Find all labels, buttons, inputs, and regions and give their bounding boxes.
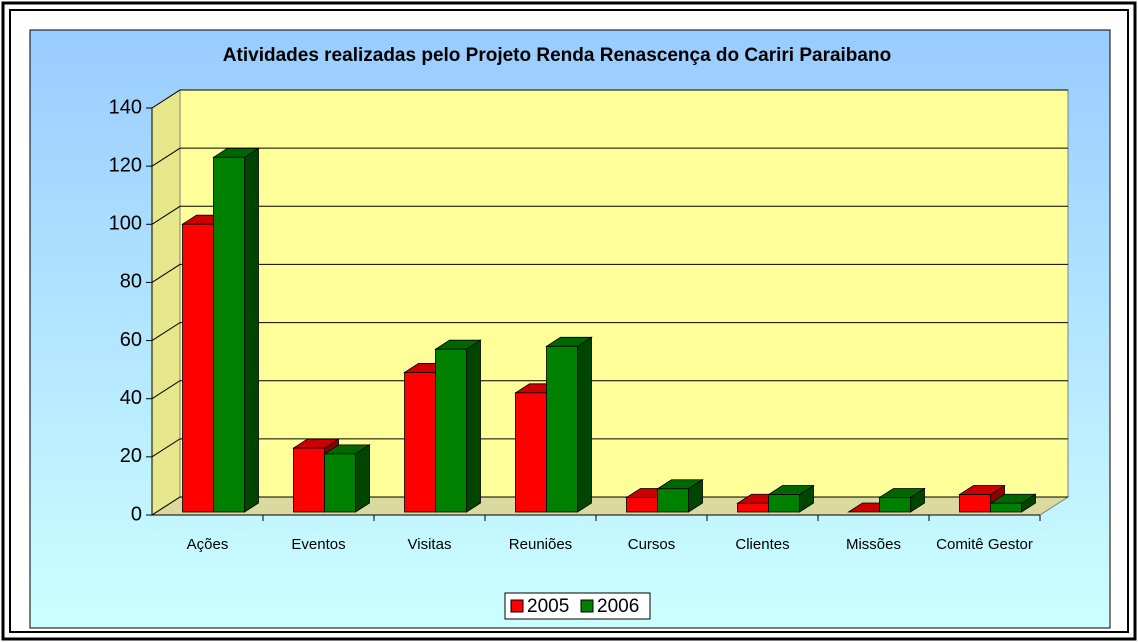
x-tick-label-box: Reuniões xyxy=(508,536,573,553)
x-tick-label: Visitas xyxy=(407,536,452,553)
x-tick-label: Clientes xyxy=(735,536,790,553)
x-tick-label-box: Ações xyxy=(186,536,229,553)
side-wall xyxy=(151,89,181,516)
x-tick-label: Missões xyxy=(845,536,901,553)
bar xyxy=(989,493,1037,513)
bar-front xyxy=(626,497,658,513)
grid-line xyxy=(151,322,1068,341)
legend: 2005 2006 xyxy=(504,592,651,620)
bar-front xyxy=(768,494,800,513)
bar xyxy=(212,147,260,513)
legend-swatch xyxy=(580,599,594,613)
bar-front xyxy=(404,372,436,513)
bar-front xyxy=(959,494,991,513)
legend-swatch xyxy=(510,599,524,613)
bar-side xyxy=(244,147,259,513)
grid-line xyxy=(151,380,1068,400)
bar xyxy=(878,487,926,513)
grid-line xyxy=(151,438,1068,458)
bar-front xyxy=(515,392,547,513)
x-tick-label-box: Visitas xyxy=(407,536,452,553)
bar xyxy=(656,479,704,513)
x-tick-label-box: Missões xyxy=(845,536,901,553)
bar-front xyxy=(546,345,578,513)
y-tick-label: 100 xyxy=(109,213,142,235)
x-tick-label: Reuniões xyxy=(508,536,573,553)
bar-side xyxy=(577,336,592,513)
chart-title: Atividades realizadas pelo Projeto Renda… xyxy=(223,45,891,66)
y-tick-label: 60 xyxy=(120,329,142,351)
x-tick-label: Cursos xyxy=(627,536,676,553)
y-tick-label: 140 xyxy=(109,96,142,118)
y-tick-label: 120 xyxy=(109,154,142,176)
x-tick-label-box: Clientes xyxy=(735,536,790,553)
y-tick-label: 40 xyxy=(120,387,142,409)
y-tick-label: 80 xyxy=(120,271,142,293)
bar-side xyxy=(466,339,481,513)
floor xyxy=(150,496,1070,516)
y-tick-label: 20 xyxy=(120,445,142,467)
bar xyxy=(767,484,815,513)
bar-front xyxy=(182,223,214,513)
bar-front xyxy=(213,156,245,513)
grid-line xyxy=(151,89,1068,109)
inner-frame xyxy=(9,9,1129,633)
bar xyxy=(958,484,1006,513)
x-tick-label: Ações xyxy=(186,536,229,553)
bar-front xyxy=(657,488,689,513)
y-tick-label: 0 xyxy=(131,503,142,525)
x-tick-label-box: Eventos xyxy=(291,536,346,553)
bar xyxy=(545,336,593,513)
bar-front xyxy=(737,502,769,513)
bar-front xyxy=(990,502,1022,513)
x-tick-label: Comitê Gestor xyxy=(936,536,1033,553)
bar-front xyxy=(324,453,356,513)
x-tick-label-box: Comitê Gestor xyxy=(936,536,1033,553)
back-wall xyxy=(179,89,1069,498)
grid-line xyxy=(151,263,1068,283)
grid-line xyxy=(151,147,1068,167)
x-tick-label-box: Cursos xyxy=(627,536,676,553)
legend-label: 2006 xyxy=(597,596,639,617)
bar xyxy=(323,444,371,513)
bar-front xyxy=(293,447,325,513)
bar-front xyxy=(435,348,467,513)
legend-box xyxy=(504,592,651,620)
bar-side xyxy=(355,444,370,513)
grid-line xyxy=(151,205,1068,225)
bar xyxy=(434,339,482,513)
x-tick-label: Eventos xyxy=(291,536,346,553)
bar-front xyxy=(879,497,911,513)
legend-label: 2005 xyxy=(527,596,569,617)
